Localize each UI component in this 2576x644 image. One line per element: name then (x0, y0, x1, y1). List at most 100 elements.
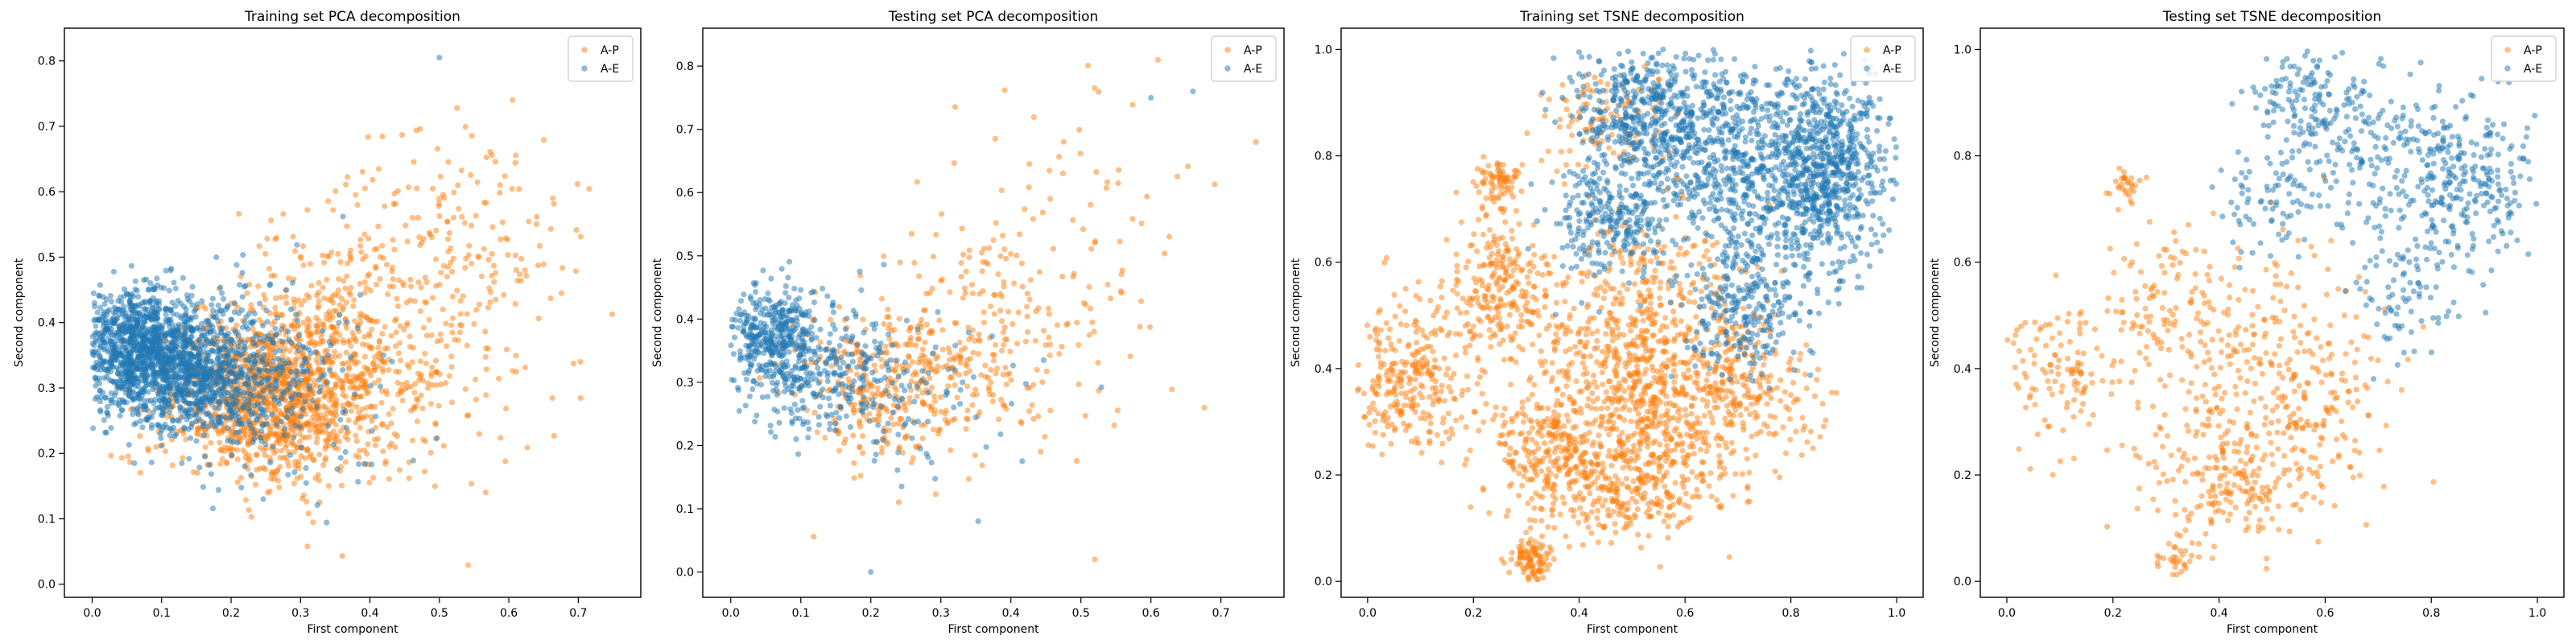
data-point (202, 305, 208, 312)
data-point (820, 394, 827, 401)
data-point (1082, 413, 1088, 419)
data-point (365, 273, 371, 279)
data-point (797, 375, 803, 382)
data-point (352, 351, 358, 357)
data-point (939, 346, 946, 353)
data-point (209, 506, 217, 512)
data-point (235, 347, 242, 353)
data-point (395, 277, 402, 283)
data-point (1185, 163, 1191, 170)
data-point (1022, 206, 1028, 213)
data-point (126, 441, 132, 448)
data-point (411, 390, 418, 396)
data-point (1201, 404, 1208, 411)
data-point (327, 316, 333, 323)
data-point (215, 302, 221, 308)
data-point (978, 372, 985, 378)
data-point (398, 357, 404, 364)
data-point (929, 350, 936, 357)
data-point (540, 137, 547, 143)
data-point (418, 284, 424, 291)
data-point (574, 181, 581, 188)
data-point (320, 462, 327, 469)
data-point (327, 367, 333, 374)
data-point (415, 397, 421, 403)
data-point (551, 200, 557, 207)
data-point (183, 436, 189, 443)
data-point (375, 363, 382, 369)
data-point (361, 290, 368, 296)
data-point (298, 302, 304, 308)
data-point (316, 303, 322, 309)
data-point (795, 451, 802, 457)
data-point (203, 376, 209, 383)
data-point (179, 460, 185, 467)
data-point (432, 421, 439, 427)
data-point (778, 266, 785, 272)
data-point (233, 357, 239, 364)
data-point (236, 414, 242, 420)
data-point (408, 407, 415, 414)
data-point (287, 400, 293, 407)
data-point (908, 378, 914, 385)
data-point (851, 475, 857, 481)
data-point (824, 293, 831, 299)
data-point (148, 358, 155, 365)
data-point (215, 361, 221, 367)
data-point (158, 443, 164, 449)
data-point (927, 360, 933, 366)
data-point (322, 348, 328, 355)
data-point (976, 337, 983, 345)
data-point (483, 392, 489, 398)
data-point (165, 343, 171, 349)
data-point (373, 424, 379, 431)
data-point (853, 371, 861, 378)
data-point (798, 287, 804, 293)
data-point (422, 350, 428, 357)
data-point (851, 378, 857, 385)
data-point (242, 345, 249, 352)
data-point (947, 349, 953, 356)
data-point (1088, 246, 1095, 252)
data-point (363, 285, 369, 291)
data-point (301, 297, 308, 303)
data-point (812, 376, 819, 382)
data-point (914, 326, 921, 332)
data-point (985, 261, 991, 267)
data-point (216, 398, 222, 405)
data-point (170, 424, 177, 431)
data-point (215, 431, 221, 437)
data-point (355, 478, 361, 485)
data-point (101, 366, 108, 373)
data-point (502, 235, 509, 242)
data-point (1093, 169, 1100, 175)
data-point (826, 395, 832, 402)
data-point (181, 318, 188, 325)
data-point (793, 436, 799, 443)
data-point (296, 391, 303, 398)
data-point (192, 345, 199, 352)
data-point (843, 333, 849, 340)
data-point (462, 265, 469, 271)
data-point (828, 363, 835, 369)
data-point (874, 385, 881, 391)
data-point (268, 382, 275, 389)
series-a-e (89, 55, 443, 526)
data-point (744, 317, 751, 324)
data-point (121, 286, 128, 292)
data-point (817, 403, 824, 410)
data-point (457, 311, 464, 317)
data-point (502, 458, 509, 464)
data-point (104, 410, 111, 416)
data-point (933, 491, 939, 497)
data-point (811, 317, 818, 324)
data-point (131, 308, 138, 314)
data-point (208, 327, 214, 333)
data-point (978, 250, 985, 256)
data-point (220, 311, 226, 317)
data-point (486, 285, 493, 291)
data-point (1003, 381, 1009, 387)
data-point (337, 428, 344, 435)
data-point (827, 331, 833, 337)
data-point (317, 411, 324, 419)
